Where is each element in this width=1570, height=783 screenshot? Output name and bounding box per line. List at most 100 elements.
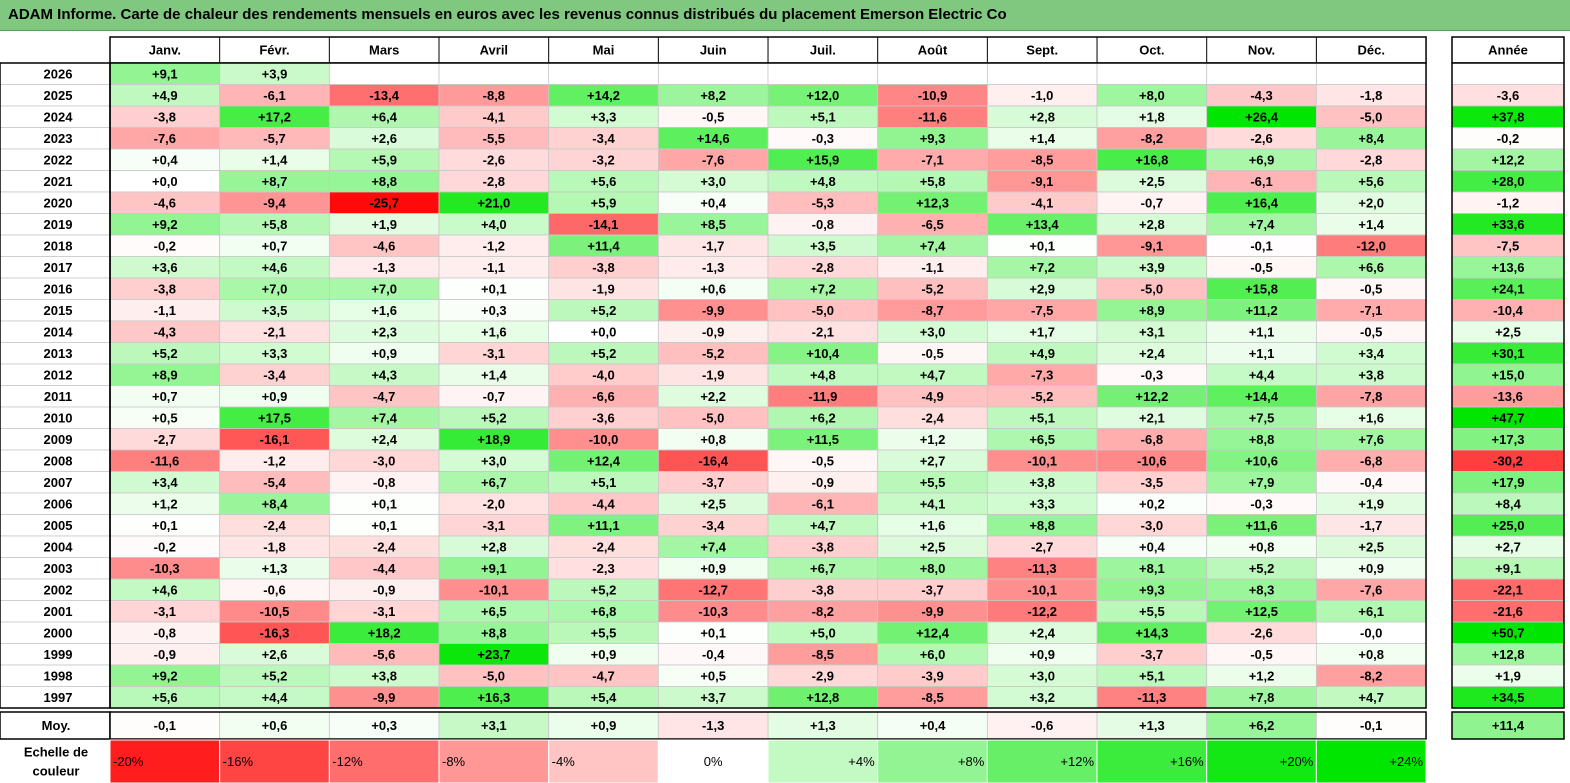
cell-value: -6,5 bbox=[921, 217, 943, 232]
average-annual-cell bbox=[1451, 711, 1565, 740]
color-scale-swatch bbox=[438, 739, 550, 783]
cell-value: -0,5 bbox=[1360, 324, 1382, 339]
cell-value: +0,8 bbox=[1358, 647, 1384, 662]
month-header-12: Déc. bbox=[1357, 43, 1384, 58]
color-scale-stop: +4% bbox=[848, 754, 875, 769]
cell-value: -11,6 bbox=[918, 109, 947, 124]
cell-value: +5,5 bbox=[920, 475, 946, 490]
month-header-3: Mars bbox=[369, 43, 399, 58]
cell-value: +6,1 bbox=[1358, 604, 1384, 619]
cell-value: -6,1 bbox=[263, 88, 285, 103]
cell-value: -5,5 bbox=[483, 131, 505, 146]
cell-value: -3,8 bbox=[812, 582, 834, 597]
cell-value: +18,9 bbox=[477, 432, 510, 447]
grid-border bbox=[109, 62, 1427, 709]
cell-value: -1,1 bbox=[921, 260, 943, 275]
cell-value: +16,4 bbox=[1245, 195, 1279, 210]
cell-value: -3,4 bbox=[592, 131, 615, 146]
cell-value: -0,9 bbox=[373, 582, 395, 597]
color-scale-stop: +16% bbox=[1170, 754, 1204, 769]
cell-value: +2,6 bbox=[371, 131, 397, 146]
cell-value: +1,9 bbox=[1358, 496, 1384, 511]
cell-value: -3,7 bbox=[1141, 647, 1163, 662]
year-label-2012: 2012 bbox=[44, 367, 73, 382]
annual-value: +17,9 bbox=[1492, 475, 1525, 490]
cell-value: +18,2 bbox=[368, 625, 401, 640]
cell-value: -9,4 bbox=[263, 195, 286, 210]
cell-value: +2,5 bbox=[1358, 539, 1384, 554]
heatmap-cell bbox=[1206, 62, 1317, 85]
cell-value: +3,0 bbox=[920, 324, 946, 339]
cell-value: -12,0 bbox=[1356, 238, 1386, 253]
cell-value: +1,1 bbox=[1249, 346, 1275, 361]
cell-value: +7,4 bbox=[920, 238, 946, 253]
cell-value: +12,8 bbox=[806, 690, 839, 705]
year-label-2024: 2024 bbox=[44, 109, 74, 124]
cell-value: +7,5 bbox=[1249, 410, 1275, 425]
color-scale-swatch bbox=[986, 739, 1098, 783]
month-header-11: Nov. bbox=[1248, 43, 1275, 58]
cell-value: +5,1 bbox=[810, 109, 836, 124]
cell-value: +3,0 bbox=[481, 453, 507, 468]
cell-value: +0,4 bbox=[1139, 539, 1165, 554]
cell-value: +0,4 bbox=[152, 152, 178, 167]
cell-value: -9,1 bbox=[1031, 174, 1053, 189]
year-label-2008: 2008 bbox=[44, 453, 73, 468]
cell-value: +7,9 bbox=[1249, 475, 1275, 490]
average-cell bbox=[438, 711, 550, 740]
cell-value: +6,8 bbox=[591, 604, 617, 619]
year-label-1997: 1997 bbox=[44, 690, 73, 705]
cell-value: -5,0 bbox=[483, 668, 505, 683]
cell-value: +2,8 bbox=[1139, 217, 1165, 232]
year-label-1998: 1998 bbox=[44, 668, 73, 683]
cell-value: +5,9 bbox=[591, 195, 617, 210]
cell-value: +9,1 bbox=[152, 66, 178, 81]
cell-value: -1,0 bbox=[1031, 88, 1053, 103]
cell-value: -7,6 bbox=[1360, 582, 1382, 597]
cell-value: -0,8 bbox=[154, 625, 176, 640]
year-label-2009: 2009 bbox=[44, 432, 73, 447]
cell-value: +7,4 bbox=[1249, 217, 1275, 232]
cell-value: +8,1 bbox=[1139, 561, 1165, 576]
annual-value: +37,8 bbox=[1492, 109, 1525, 124]
cell-value: +4,6 bbox=[262, 260, 288, 275]
cell-value: +5,1 bbox=[1139, 668, 1165, 683]
average-cell bbox=[1096, 711, 1208, 740]
color-scale-label: couleur bbox=[33, 764, 80, 779]
cell-value: -4,7 bbox=[373, 389, 395, 404]
cell-value: +1,6 bbox=[920, 518, 946, 533]
year-label-2001: 2001 bbox=[44, 604, 73, 619]
cell-value: +0,8 bbox=[1249, 539, 1275, 554]
cell-value: +8,0 bbox=[1139, 88, 1165, 103]
cell-value: +0,5 bbox=[700, 668, 726, 683]
cell-value: -10,5 bbox=[260, 604, 290, 619]
cell-value: +1,4 bbox=[1358, 217, 1384, 232]
cell-value: -3,8 bbox=[154, 281, 176, 296]
cell-value: +9,3 bbox=[920, 131, 946, 146]
cell-value: +3,9 bbox=[262, 66, 288, 81]
cell-value: -2,6 bbox=[1250, 131, 1272, 146]
heatmap-cell bbox=[328, 62, 440, 85]
cell-value: +7,0 bbox=[262, 281, 288, 296]
cell-value: +2,8 bbox=[481, 539, 507, 554]
cell-value: +8,9 bbox=[152, 367, 178, 382]
average-value: +1,3 bbox=[1139, 718, 1165, 733]
cell-value: -11,3 bbox=[1028, 561, 1057, 576]
cell-value: +1,8 bbox=[1139, 109, 1165, 124]
annual-value: +28,0 bbox=[1492, 174, 1525, 189]
cell-value: +1,1 bbox=[1249, 324, 1275, 339]
cell-value: -2,4 bbox=[921, 410, 944, 425]
title-bar: ADAM Informe. Carte de chaleur des rende… bbox=[0, 0, 1570, 31]
cell-value: +1,3 bbox=[262, 561, 288, 576]
cell-value: +0,0 bbox=[152, 174, 178, 189]
average-value: -0,6 bbox=[1031, 718, 1053, 733]
annual-value: -7,5 bbox=[1497, 238, 1519, 253]
cell-value: -10,1 bbox=[1027, 582, 1057, 597]
cell-value: -4,4 bbox=[592, 496, 615, 511]
cell-value: -1,9 bbox=[592, 281, 614, 296]
cell-value: -3,2 bbox=[592, 152, 614, 167]
cell-value: +13,4 bbox=[1026, 217, 1060, 232]
cell-value: -10,1 bbox=[479, 582, 509, 597]
cell-value: +1,7 bbox=[1029, 324, 1055, 339]
cell-value: -9,1 bbox=[1141, 238, 1163, 253]
